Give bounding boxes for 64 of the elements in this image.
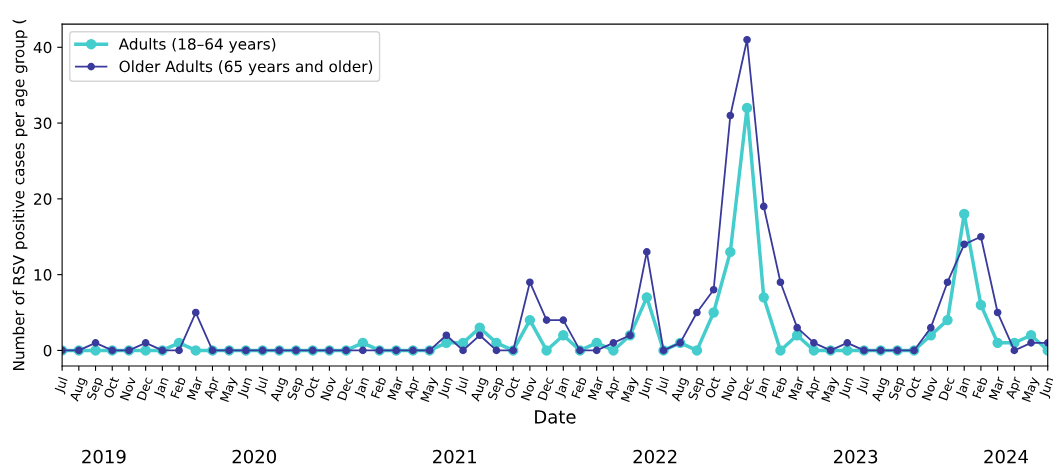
x-tick-label: Jan: [554, 376, 572, 399]
x-tick-label: Oct: [704, 376, 721, 399]
x-tick-label: Jan: [955, 376, 973, 399]
x-tick-label: Feb: [570, 376, 587, 399]
y-tick-label: 10: [34, 269, 52, 281]
y-tick-label: 40: [33, 41, 52, 54]
x-tick-label: Jul: [53, 376, 70, 395]
x-tick-label: Jul: [655, 376, 672, 395]
x-tick-label: Jul: [454, 376, 471, 395]
x-tick-label: Jul: [254, 376, 271, 395]
x-tick-label: Sep: [286, 376, 306, 402]
x-tick-label: Jun: [237, 376, 255, 399]
text: 2021: [433, 449, 477, 464]
x-tick-label: Dec: [136, 376, 153, 401]
x-tick-label: Oct: [103, 376, 120, 399]
x-tick-label: Dec: [938, 376, 955, 401]
x-tick-label: Mar: [788, 375, 805, 400]
x-tick-label: Jun: [637, 376, 656, 399]
x-tick-label: Jun: [437, 376, 455, 399]
y-tick-label: 30: [34, 117, 52, 130]
x-tick-label: Jan: [153, 376, 171, 399]
x-tick-label: Feb: [170, 376, 187, 399]
x-tick-label: Aug: [69, 376, 89, 403]
x-tick-label: Mar: [988, 375, 1006, 400]
x-tick-label: Mar: [387, 375, 404, 400]
x-tick-label: Feb: [370, 376, 387, 399]
x-tick-label: Jan: [754, 376, 773, 399]
x-tick-label: Aug: [871, 376, 891, 403]
x-tick-label: Dec: [337, 376, 354, 401]
x-tick-label: Aug: [269, 376, 289, 403]
text: 2019: [82, 449, 126, 464]
x-tick-label: Oct: [905, 376, 922, 399]
x-tick-label: Aug: [670, 376, 690, 403]
x-tick-label: Jan: [353, 376, 372, 399]
y-tick-label: 20: [34, 193, 52, 205]
x-axis-title: Date: [535, 410, 576, 424]
text: 2022: [633, 449, 677, 464]
x-tick-label: Nov: [119, 376, 137, 401]
x-tick-label: Nov: [921, 376, 939, 401]
x-tick-label: Sep: [487, 376, 506, 402]
x-tick-label: Mar: [186, 375, 204, 400]
x-tick-label: Sep: [687, 376, 707, 402]
x-tick-label: Dec: [537, 376, 554, 401]
legend-label: Older Adults (65 years and older): [119, 60, 373, 76]
x-tick-label: Jun: [838, 376, 856, 399]
text: 2024: [984, 449, 1028, 464]
x-tick-label: Aug: [470, 376, 490, 403]
text: 2020: [232, 449, 277, 464]
x-tick-label: Jul: [855, 376, 872, 395]
x-tick-label: Oct: [504, 376, 521, 399]
y-tick-label: 0: [43, 344, 52, 357]
legend-label: Adults (18–64 years): [118, 37, 276, 53]
x-tick-label: Nov: [320, 376, 337, 401]
x-tick-label: Oct: [303, 376, 320, 399]
x-tick-label: Feb: [971, 376, 988, 399]
x-tick-label: Sep: [888, 376, 907, 402]
x-tick-label: Feb: [771, 376, 788, 399]
text: 2023: [833, 449, 878, 464]
x-tick-label: Jun: [1038, 376, 1053, 399]
x-tick-label: Nov: [721, 376, 738, 401]
y-axis-title: Number of RSV positive cases per age group (: [12, 19, 28, 371]
x-tick-label: Mar: [587, 375, 605, 400]
x-tick-label: Dec: [738, 376, 755, 401]
x-tick-label: Nov: [520, 376, 538, 401]
